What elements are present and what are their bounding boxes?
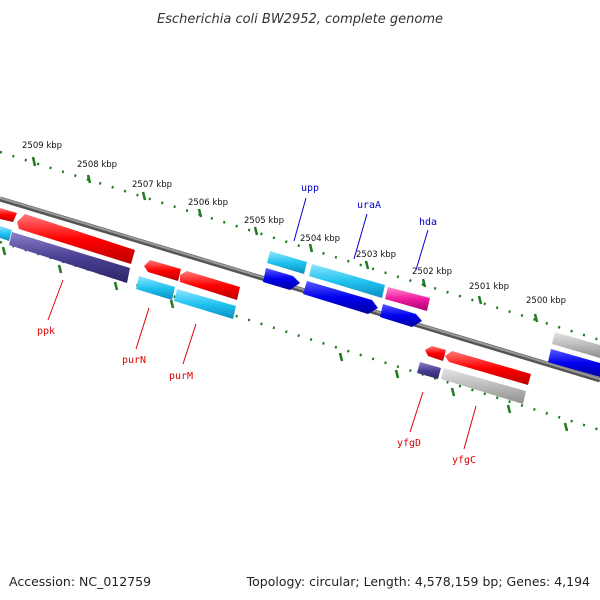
gene-arrow-ppk[interactable]	[9, 232, 130, 283]
kbp-label: 2502 kbp	[412, 267, 452, 277]
gene-arrow-uraA[interactable]	[309, 264, 385, 298]
gene-arrow[interactable]	[144, 260, 181, 281]
kbp-label: 2501 kbp	[469, 282, 509, 292]
gene-arrow[interactable]	[380, 304, 422, 327]
gene-arrow[interactable]	[0, 226, 12, 241]
kbp-label: 2504 kbp	[300, 234, 340, 244]
gene-label-upp[interactable]: upp	[301, 183, 319, 194]
gene-label-leaders	[47, 197, 477, 450]
gene-arrow[interactable]	[17, 214, 135, 264]
gene-label-hda[interactable]: hda	[419, 217, 437, 228]
gene-arrow[interactable]	[425, 346, 446, 361]
gene-arrow[interactable]	[303, 281, 378, 314]
accession-text: Accession: NC_012759	[9, 574, 151, 589]
forward-strand-genes	[0, 208, 600, 385]
inner-major-ticks	[1, 246, 569, 432]
gene-arrow[interactable]	[180, 271, 240, 300]
kbp-label: 2509 kbp	[22, 141, 62, 151]
kbp-label: 2503 kbp	[356, 250, 396, 260]
gene-arrow[interactable]	[548, 349, 600, 377]
gene-label-yfgC[interactable]: yfgC	[452, 455, 476, 466]
gene-arrow-yfgC[interactable]	[441, 368, 526, 404]
gene-label-purM[interactable]: purM	[169, 371, 193, 382]
kbp-label: 2508 kbp	[77, 160, 117, 170]
gene-arrow[interactable]	[445, 351, 531, 385]
gene-arrow[interactable]	[263, 268, 300, 290]
kbp-scale-labels: 2509 kbp 2508 kbp 2507 kbp 2506 kbp 2505…	[22, 141, 566, 306]
gene-label-uraA[interactable]: uraA	[357, 200, 381, 211]
gene-label-ppk[interactable]: ppk	[37, 326, 55, 337]
kbp-label: 2507 kbp	[132, 180, 172, 190]
outer-major-ticks	[31, 156, 539, 323]
gene-labels: upp uraA hda ppk purN purM yfgD yfgC	[37, 183, 476, 466]
gene-label-yfgD[interactable]: yfgD	[397, 438, 421, 449]
gene-arrow-purN[interactable]	[136, 276, 175, 300]
map-title: Escherichia coli BW2952, complete genome	[157, 12, 443, 27]
topology-text: Topology: circular; Length: 4,578,159 bp…	[246, 574, 590, 589]
gene-arrow-yfgD[interactable]	[417, 362, 441, 379]
reverse-strand-genes	[0, 226, 600, 404]
kbp-label: 2506 kbp	[188, 198, 228, 208]
gene-arrow[interactable]	[0, 208, 17, 222]
gene-arrow-upp[interactable]	[267, 251, 307, 274]
outer-tick-track	[0, 150, 600, 342]
gene-arrow[interactable]	[552, 332, 600, 358]
kbp-label: 2500 kbp	[526, 296, 566, 306]
gene-arrow-purM[interactable]	[174, 289, 236, 319]
gene-label-purN[interactable]: purN	[122, 355, 146, 366]
gene-arrow-hda[interactable]	[385, 287, 430, 311]
kbp-label: 2505 kbp	[244, 216, 284, 226]
